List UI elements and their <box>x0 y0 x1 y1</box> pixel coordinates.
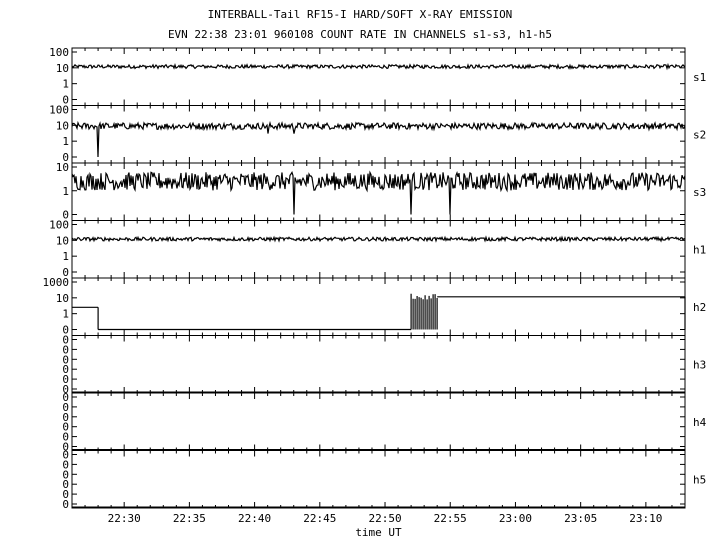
y-tick-label-h1: 0 <box>62 266 69 279</box>
series-line-h2 <box>72 293 686 331</box>
y-tick-label-s1: 1 <box>62 78 69 91</box>
panel-frame-h1 <box>71 220 686 279</box>
series-line-h1 <box>71 235 686 243</box>
y-tick-label-h1: 1 <box>62 250 69 263</box>
y-tick-label-s2: 100 <box>49 104 69 117</box>
y-tick-label-s3: 10 <box>56 161 69 174</box>
y-tick-label-s1: 0 <box>62 94 69 107</box>
series-line-s1 <box>71 62 686 71</box>
panel-frame-h5 <box>71 450 686 509</box>
chart-subtitle: EVN 22:38 23:01 960108 COUNT RATE IN CHA… <box>167 28 553 41</box>
y-tick-label-h5: 0 <box>62 498 69 511</box>
y-tick-label-h2: 1000 <box>43 276 70 289</box>
x-tick-label: 22:45 <box>303 512 336 525</box>
channel-label-s2: s2 <box>693 128 706 141</box>
panel-frame-h2 <box>71 277 686 336</box>
x-axis-label: time UT <box>355 526 402 539</box>
channel-label-h1: h1 <box>693 243 706 256</box>
panel-frame-s1 <box>71 47 686 106</box>
y-tick-label-s2: 10 <box>56 119 69 132</box>
y-tick-label-s3: 1 <box>62 185 69 198</box>
x-tick-label: 23:05 <box>564 512 597 525</box>
series-line-s2 <box>71 120 686 158</box>
x-tick-label: 22:50 <box>368 512 401 525</box>
channel-label-s3: s3 <box>693 186 706 199</box>
y-tick-label-h5: 0 <box>62 468 69 481</box>
y-tick-label-h3: 0 <box>62 363 69 376</box>
y-tick-label-h4: 0 <box>62 441 69 454</box>
y-tick-label-h3: 0 <box>62 383 69 396</box>
y-tick-label-h4: 0 <box>62 391 69 404</box>
channel-label-s1: s1 <box>693 71 706 84</box>
x-tick-label: 23:00 <box>499 512 532 525</box>
y-tick-label-h3: 0 <box>62 334 69 347</box>
y-tick-label-h5: 0 <box>62 478 69 491</box>
panel-frame-s3 <box>71 162 686 221</box>
x-tick-label: 22:30 <box>108 512 141 525</box>
y-tick-label-s2: 1 <box>62 135 69 148</box>
panel-frame-h3 <box>71 335 686 394</box>
series-line-s3 <box>71 170 686 215</box>
y-tick-label-h3: 0 <box>62 373 69 386</box>
y-tick-label-h5: 0 <box>62 449 69 462</box>
chart-title: INTERBALL-Tail RF15-I HARD/SOFT X-RAY EM… <box>207 8 513 21</box>
y-tick-label-h1: 100 <box>49 219 69 232</box>
channel-label-h5: h5 <box>693 473 706 486</box>
y-tick-label-h2: 0 <box>62 324 69 337</box>
y-tick-label-h2: 10 <box>56 292 69 305</box>
x-tick-label: 22:35 <box>173 512 206 525</box>
panel-frame-h4 <box>71 392 686 451</box>
y-tick-label-h3: 0 <box>62 343 69 356</box>
y-tick-label-s3: 0 <box>62 209 69 222</box>
channel-label-h3: h3 <box>693 358 706 371</box>
x-tick-label: 23:10 <box>629 512 662 525</box>
y-tick-label-h2: 1 <box>62 308 69 321</box>
y-tick-label-s1: 10 <box>56 62 69 75</box>
y-tick-label-h3: 0 <box>62 353 69 366</box>
x-tick-label: 22:55 <box>434 512 467 525</box>
channel-label-h4: h4 <box>693 416 707 429</box>
y-tick-label-h4: 0 <box>62 401 69 414</box>
y-tick-label-h4: 0 <box>62 421 69 434</box>
x-tick-label: 22:40 <box>238 512 271 525</box>
y-tick-label-s2: 0 <box>62 151 69 164</box>
y-tick-label-h1: 10 <box>56 234 69 247</box>
y-tick-label-h5: 0 <box>62 488 69 501</box>
y-tick-label-s1: 100 <box>49 46 69 59</box>
channel-label-h2: h2 <box>693 301 706 314</box>
y-tick-label-h5: 0 <box>62 458 69 471</box>
y-tick-label-h4: 0 <box>62 411 69 424</box>
y-tick-label-h4: 0 <box>62 431 69 444</box>
panel-frame-s2 <box>71 105 686 164</box>
